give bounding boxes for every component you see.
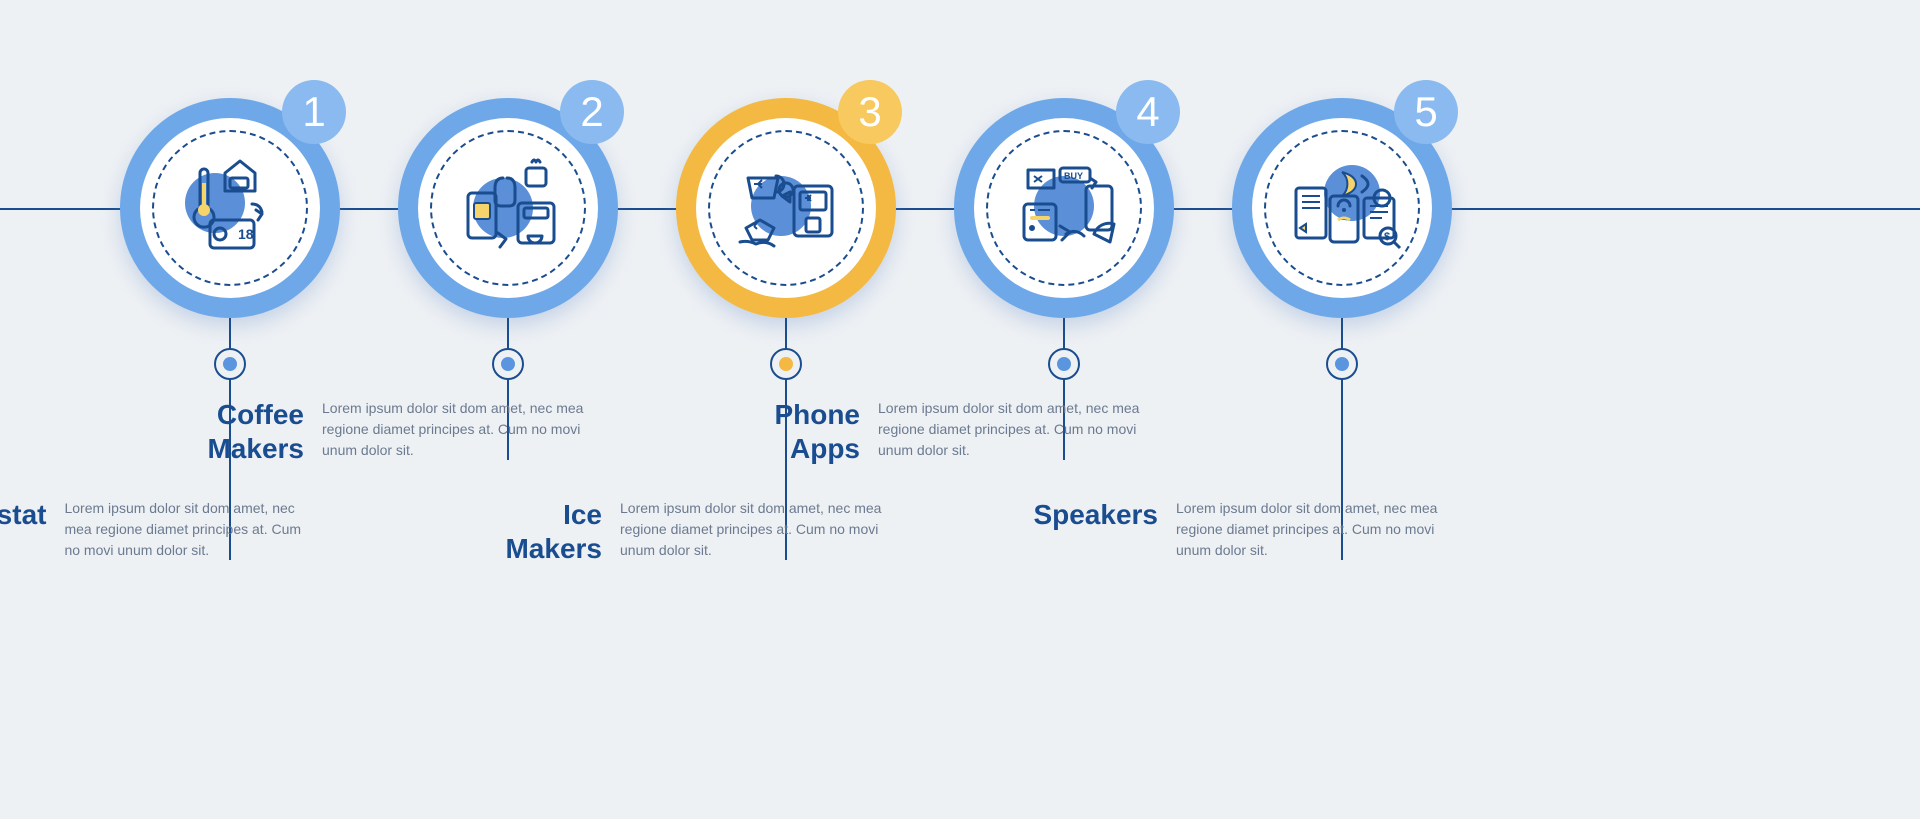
step-text: Thermostat Lorem ipsum dolor sit dom ame…: [0, 498, 314, 561]
step-title: Phone Apps: [728, 398, 878, 465]
dashed-ring: [430, 130, 586, 286]
connector-dot-inner: [501, 357, 515, 371]
step-title: Speakers: [1026, 498, 1176, 532]
step-circle-inner: 18: [140, 118, 320, 298]
step-circle-inner: [696, 118, 876, 298]
connector-dot-inner: [1335, 357, 1349, 371]
step-circle-inner: BUY: [974, 118, 1154, 298]
step-title: Coffee Makers: [172, 398, 322, 465]
step-description: Lorem ipsum dolor sit dom amet, nec mea …: [1176, 498, 1446, 561]
step-number: 3: [858, 88, 881, 136]
step-4: 4 BUY Phone Apps: [924, 98, 1204, 318]
step-circle: 1 18: [120, 98, 340, 318]
step-circle: 3: [676, 98, 896, 318]
connector-dot: [214, 348, 246, 380]
step-description: Lorem ipsum dolor sit dom amet, nec mea …: [878, 398, 1148, 461]
step-number-badge: 2: [560, 80, 624, 144]
step-number-badge: 4: [1116, 80, 1180, 144]
step-circle: 5 $: [1232, 98, 1452, 318]
dashed-ring: [986, 130, 1142, 286]
connector-dot: [1048, 348, 1080, 380]
connector-dot: [1326, 348, 1358, 380]
step-number-badge: 5: [1394, 80, 1458, 144]
step-text: Ice Makers Lorem ipsum dolor sit dom ame…: [470, 498, 890, 565]
step-number: 4: [1136, 88, 1159, 136]
dashed-ring: [708, 130, 864, 286]
step-circle-inner: [418, 118, 598, 298]
step-number: 5: [1414, 88, 1437, 136]
step-number-badge: 1: [282, 80, 346, 144]
step-title: Thermostat: [0, 498, 64, 532]
step-number: 2: [580, 88, 603, 136]
connector-dot: [492, 348, 524, 380]
steps-container: 1 18 Thermostat Lorem ipsum dolor si: [0, 0, 1920, 819]
step-text: Coffee Makers Lorem ipsum dolor sit dom …: [172, 398, 592, 465]
step-number: 1: [302, 88, 325, 136]
step-circle: 2: [398, 98, 618, 318]
step-description: Lorem ipsum dolor sit dom amet, nec mea …: [322, 398, 592, 461]
step-description: Lorem ipsum dolor sit dom amet, nec mea …: [620, 498, 890, 561]
dashed-ring: [1264, 130, 1420, 286]
connector-dot-inner: [223, 357, 237, 371]
step-circle: 4 BUY: [954, 98, 1174, 318]
step-title: Ice Makers: [470, 498, 620, 565]
step-3: 3 Ice Makers Lorem ip: [646, 98, 926, 318]
connector-dot-inner: [1057, 357, 1071, 371]
step-text: Phone Apps Lorem ipsum dolor sit dom ame…: [728, 398, 1148, 465]
step-description: Lorem ipsum dolor sit dom amet, nec mea …: [64, 498, 314, 561]
step-1: 1 18 Thermostat Lorem ipsum dolor si: [90, 98, 370, 318]
connector-dot-inner: [779, 357, 793, 371]
step-5: 5 $: [1202, 98, 1482, 318]
dashed-ring: [152, 130, 308, 286]
step-number-badge: 3: [838, 80, 902, 144]
connector-dot: [770, 348, 802, 380]
step-circle-inner: $: [1252, 118, 1432, 298]
step-2: 2 Coffee Makers Lorem ipsum dolor sit do…: [368, 98, 648, 318]
step-text: Speakers Lorem ipsum dolor sit dom amet,…: [1026, 498, 1446, 561]
